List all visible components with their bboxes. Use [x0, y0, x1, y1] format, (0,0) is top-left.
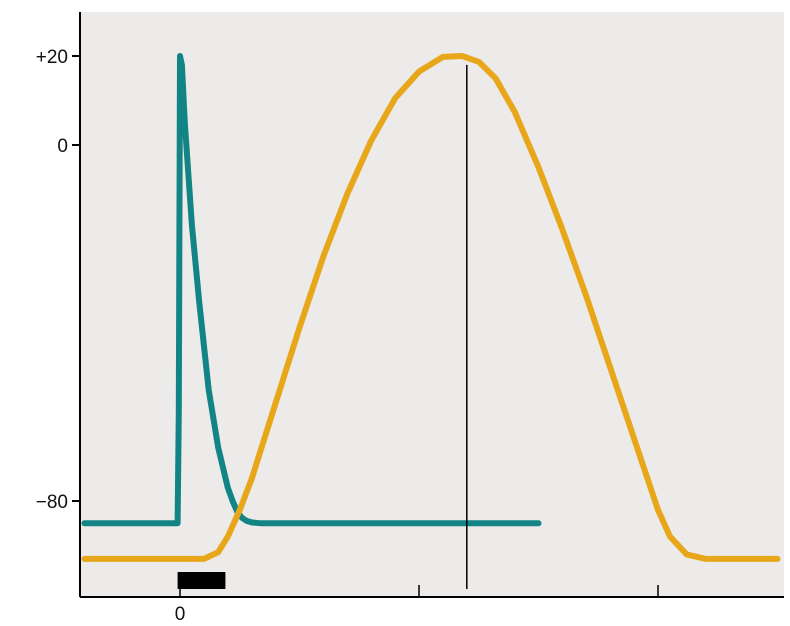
- y-tick-label: −80: [36, 492, 68, 513]
- series-line-1: [81, 53, 781, 562]
- y-tick-label: +20: [36, 47, 68, 68]
- y-ticks: +20 0 −80: [36, 47, 80, 513]
- stimulus-marker: [177, 572, 226, 589]
- series-layer: [81, 53, 781, 562]
- x-tick-label: 0: [175, 604, 186, 625]
- series-line-0: [81, 53, 542, 527]
- y-tick-label: 0: [57, 136, 68, 157]
